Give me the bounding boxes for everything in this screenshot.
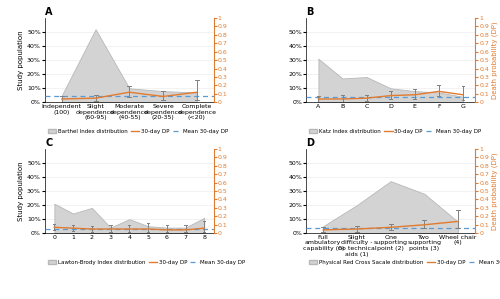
Legend: Lawton-Brody Index distribution, 30-day DP, Mean 30-day DP: Lawton-Brody Index distribution, 30-day …	[48, 260, 246, 265]
Text: D: D	[306, 138, 314, 148]
Y-axis label: Death probability (DP): Death probability (DP)	[492, 152, 498, 230]
Text: A: A	[45, 7, 52, 17]
Legend: Physical Red Cross Sacale distribution, 30-day DP, Mean 30-day DP: Physical Red Cross Sacale distribution, …	[309, 260, 500, 265]
Y-axis label: Study population: Study population	[18, 161, 24, 221]
Legend: Barthel Index distribution, 30-day DP, Mean 30-day DP: Barthel Index distribution, 30-day DP, M…	[48, 129, 228, 134]
Legend: Katz Index distribution, 30-day DP, Mean 30-day DP: Katz Index distribution, 30-day DP, Mean…	[309, 129, 482, 134]
Text: C: C	[45, 138, 52, 148]
Y-axis label: Death probability (DP): Death probability (DP)	[492, 21, 498, 99]
Y-axis label: Study population: Study population	[18, 30, 24, 90]
Text: B: B	[306, 7, 314, 17]
